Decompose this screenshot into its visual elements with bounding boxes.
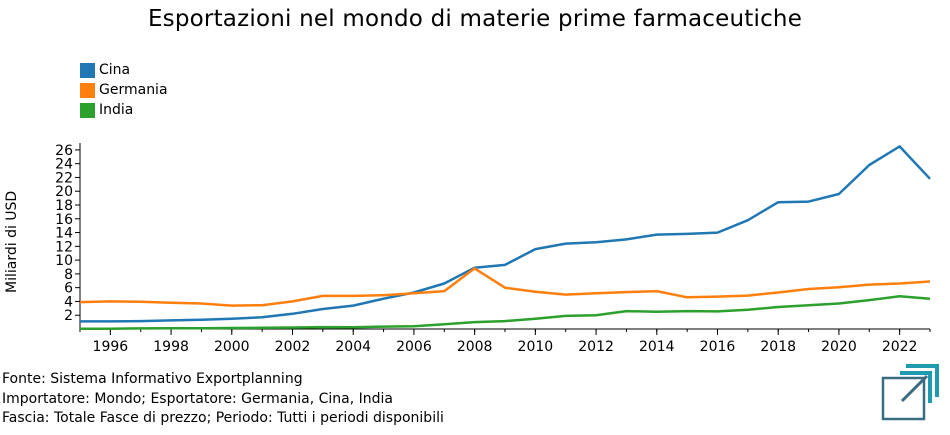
x-tick-label: 2012 [578, 339, 614, 355]
x-tick-label: 2020 [821, 339, 857, 355]
x-tick-label: 2000 [214, 339, 250, 355]
series-line-germania [79, 267, 931, 307]
y-tick-label: 8 [64, 267, 73, 283]
y-tick-label: 20 [55, 184, 73, 200]
x-tick-label: 1998 [153, 339, 189, 355]
y-tick-label: 18 [55, 198, 73, 214]
legend-item-cina[interactable]: Cina [80, 60, 168, 80]
legend: Cina Germania India [80, 60, 168, 120]
x-tick-label: 2022 [882, 339, 918, 355]
legend-item-germania[interactable]: Germania [80, 80, 168, 100]
y-tick-label: 22 [55, 170, 73, 186]
y-tick-label: 24 [55, 157, 73, 173]
y-tick-label: 2 [64, 308, 73, 324]
legend-swatch-india [80, 102, 95, 118]
exportplanning-logo-icon [881, 364, 939, 421]
y-axis-label-text: Miliardi di USD [4, 191, 19, 293]
y-axis-label: Miliardi di USD [4, 191, 19, 293]
footer-importer-exporter: Importatore: Mondo; Esportatore: Germani… [2, 390, 393, 407]
legend-label-cina: Cina [99, 62, 131, 78]
legend-label-india: India [99, 102, 134, 118]
y-tick-label: 26 [55, 143, 73, 159]
x-tick-label: 2016 [700, 339, 736, 355]
chart-title: Esportazioni nel mondo di materie prime … [147, 6, 803, 32]
legend-label-germania: Germania [99, 82, 168, 98]
x-tick-label: 2018 [760, 339, 796, 355]
x-tick-label: 2004 [335, 339, 371, 355]
y-tick-label: 12 [55, 239, 73, 255]
x-tick-label: 2014 [639, 339, 675, 355]
x-tick-label: 2006 [396, 339, 432, 355]
x-tick-label: 2008 [457, 339, 493, 355]
y-tick-label: 10 [55, 253, 73, 269]
y-tick-label: 14 [55, 226, 73, 242]
x-tick-label: 1996 [93, 339, 129, 355]
legend-swatch-cina [80, 62, 95, 78]
footer-notes: Fonte: Sistema Informativo Exportplannin… [2, 370, 444, 429]
legend-swatch-germania [80, 82, 95, 98]
series-line-india [80, 295, 931, 330]
y-tick-label: 4 [64, 294, 73, 310]
legend-item-india[interactable]: India [80, 100, 168, 120]
y-tick-label: 6 [64, 281, 73, 297]
x-tick-label: 2010 [518, 339, 554, 355]
x-tick-label: 2002 [275, 339, 311, 355]
footer-range-period: Fascia: Totale Fasce di prezzo; Periodo:… [2, 410, 444, 426]
footer-source: Fonte: Sistema Informativo Exportplannin… [2, 371, 303, 387]
y-tick-label: 16 [55, 212, 73, 228]
series-line-cina [80, 145, 931, 323]
